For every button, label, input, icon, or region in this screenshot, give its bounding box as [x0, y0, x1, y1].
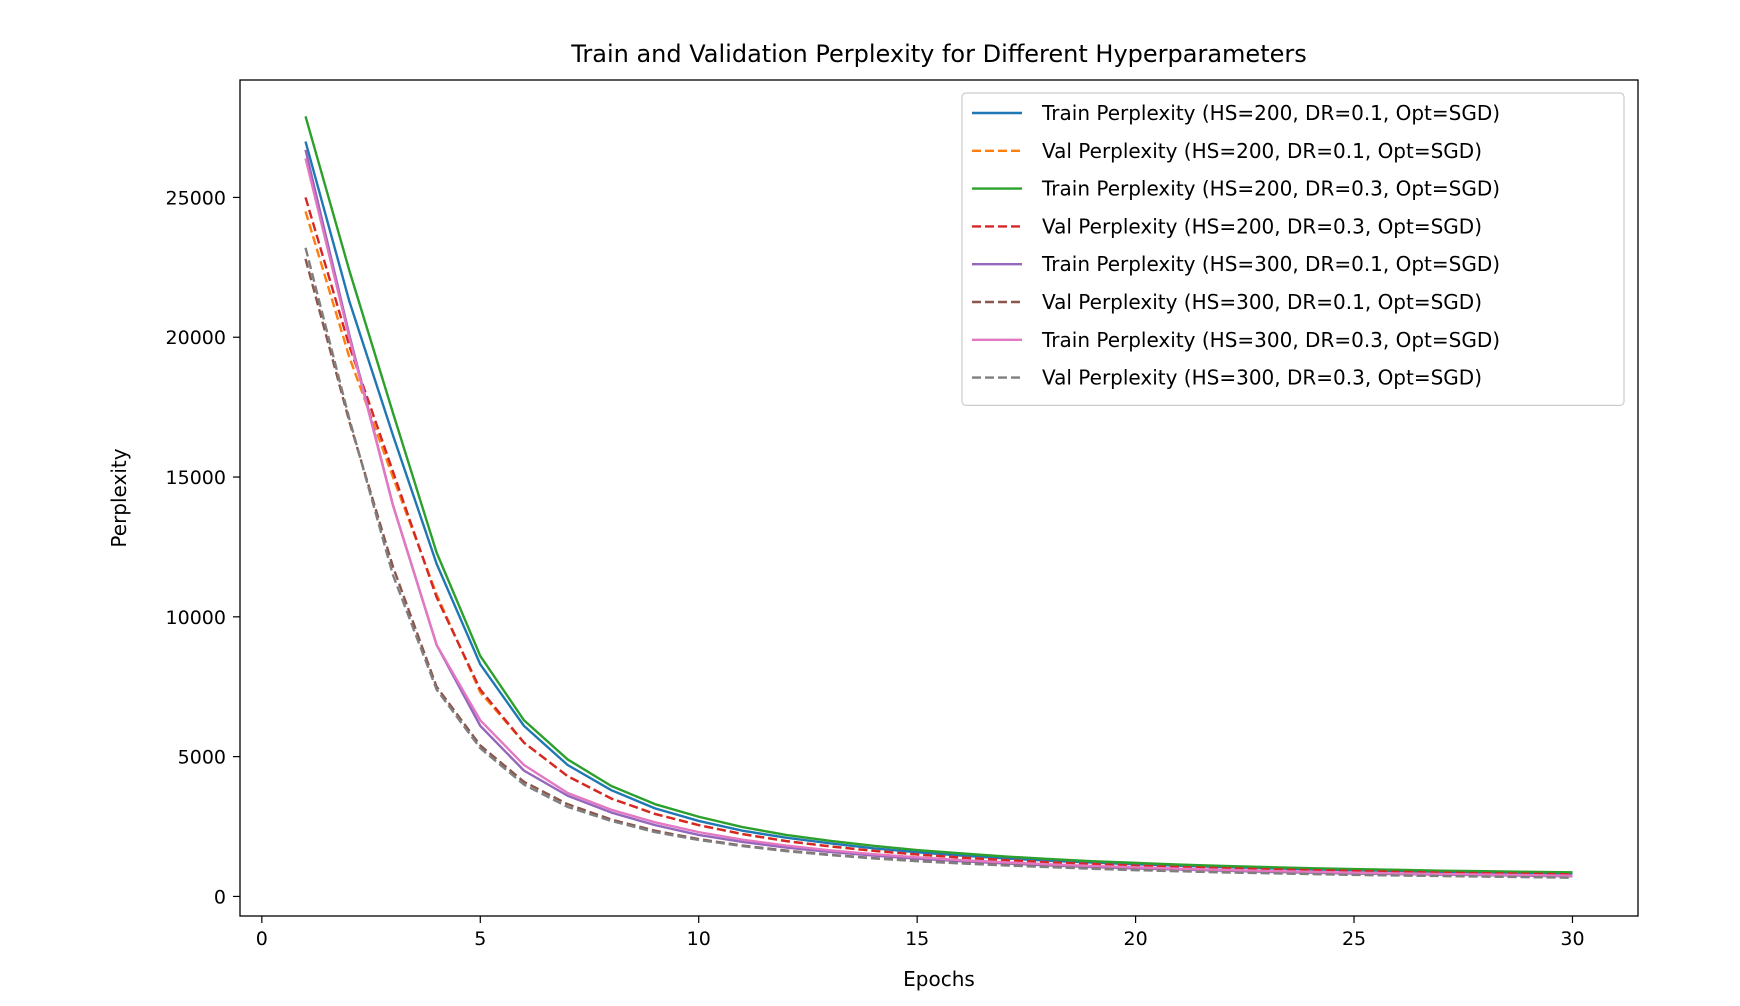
series-line-8 [304, 247, 1573, 879]
y-tick-label: 5000 [178, 747, 226, 769]
legend-entry: Val Perplexity (HS=300, DR=0.3, Opt=SGD) [972, 366, 1482, 390]
legend-entry: Val Perplexity (HS=300, DR=0.1, Opt=SGD) [972, 290, 1482, 314]
legend-entry: Val Perplexity (HS=200, DR=0.1, Opt=SGD) [972, 139, 1482, 163]
legend-entry: Val Perplexity (HS=200, DR=0.3, Opt=SGD) [972, 214, 1482, 238]
x-tick-label: 15 [905, 928, 929, 950]
y-tick-label: 25000 [166, 187, 226, 209]
y-axis: 0 5000 10000 15000 20000 25000 [166, 187, 240, 908]
legend-entry: Train Perplexity (HS=200, DR=0.1, Opt=SG… [972, 101, 1500, 125]
legend-label: Train Perplexity (HS=300, DR=0.3, Opt=SG… [1041, 328, 1500, 352]
chart-title: Train and Validation Perplexity for Diff… [570, 40, 1307, 68]
plot-area [239, 79, 1639, 917]
legend-entry: Train Perplexity (HS=200, DR=0.3, Opt=SG… [972, 177, 1500, 201]
x-tick-label: 30 [1560, 928, 1584, 950]
plot-frame [239, 79, 1639, 917]
x-axis-label: Epochs [903, 967, 975, 991]
legend-label: Val Perplexity (HS=300, DR=0.1, Opt=SGD) [1042, 290, 1482, 314]
x-axis: 0 5 10 15 20 25 30 [256, 916, 1585, 950]
legend-label: Train Perplexity (HS=200, DR=0.1, Opt=SG… [1041, 101, 1500, 125]
series-line-4 [304, 197, 1573, 876]
legend-label: Val Perplexity (HS=200, DR=0.3, Opt=SGD) [1042, 214, 1482, 238]
legend-label: Val Perplexity (HS=300, DR=0.3, Opt=SGD) [1042, 366, 1482, 390]
series-line-3 [304, 116, 1573, 874]
legend: Train Perplexity (HS=200, DR=0.1, Opt=SG… [961, 92, 1625, 406]
x-tick-label: 25 [1342, 928, 1366, 950]
y-tick-label: 10000 [166, 607, 226, 629]
legend-label: Val Perplexity (HS=200, DR=0.1, Opt=SGD) [1042, 139, 1482, 163]
legend-entry: Train Perplexity (HS=300, DR=0.1, Opt=SG… [972, 252, 1500, 276]
x-tick-label: 5 [474, 928, 486, 950]
legend-entry: Train Perplexity (HS=300, DR=0.3, Opt=SG… [972, 328, 1500, 352]
y-tick-label: 20000 [166, 327, 226, 349]
y-tick-label: 15000 [166, 467, 226, 489]
x-tick-label: 20 [1124, 928, 1148, 950]
series-layer [304, 116, 1573, 879]
y-tick-label: 0 [214, 886, 226, 908]
x-tick-label: 10 [687, 928, 711, 950]
x-tick-label: 0 [256, 928, 268, 950]
legend-label: Train Perplexity (HS=300, DR=0.1, Opt=SG… [1041, 252, 1500, 276]
legend-box [961, 92, 1625, 406]
series-line-7 [304, 158, 1573, 877]
y-axis-label: Perplexity [107, 448, 131, 547]
legend-label: Train Perplexity (HS=200, DR=0.3, Opt=SG… [1041, 177, 1500, 201]
